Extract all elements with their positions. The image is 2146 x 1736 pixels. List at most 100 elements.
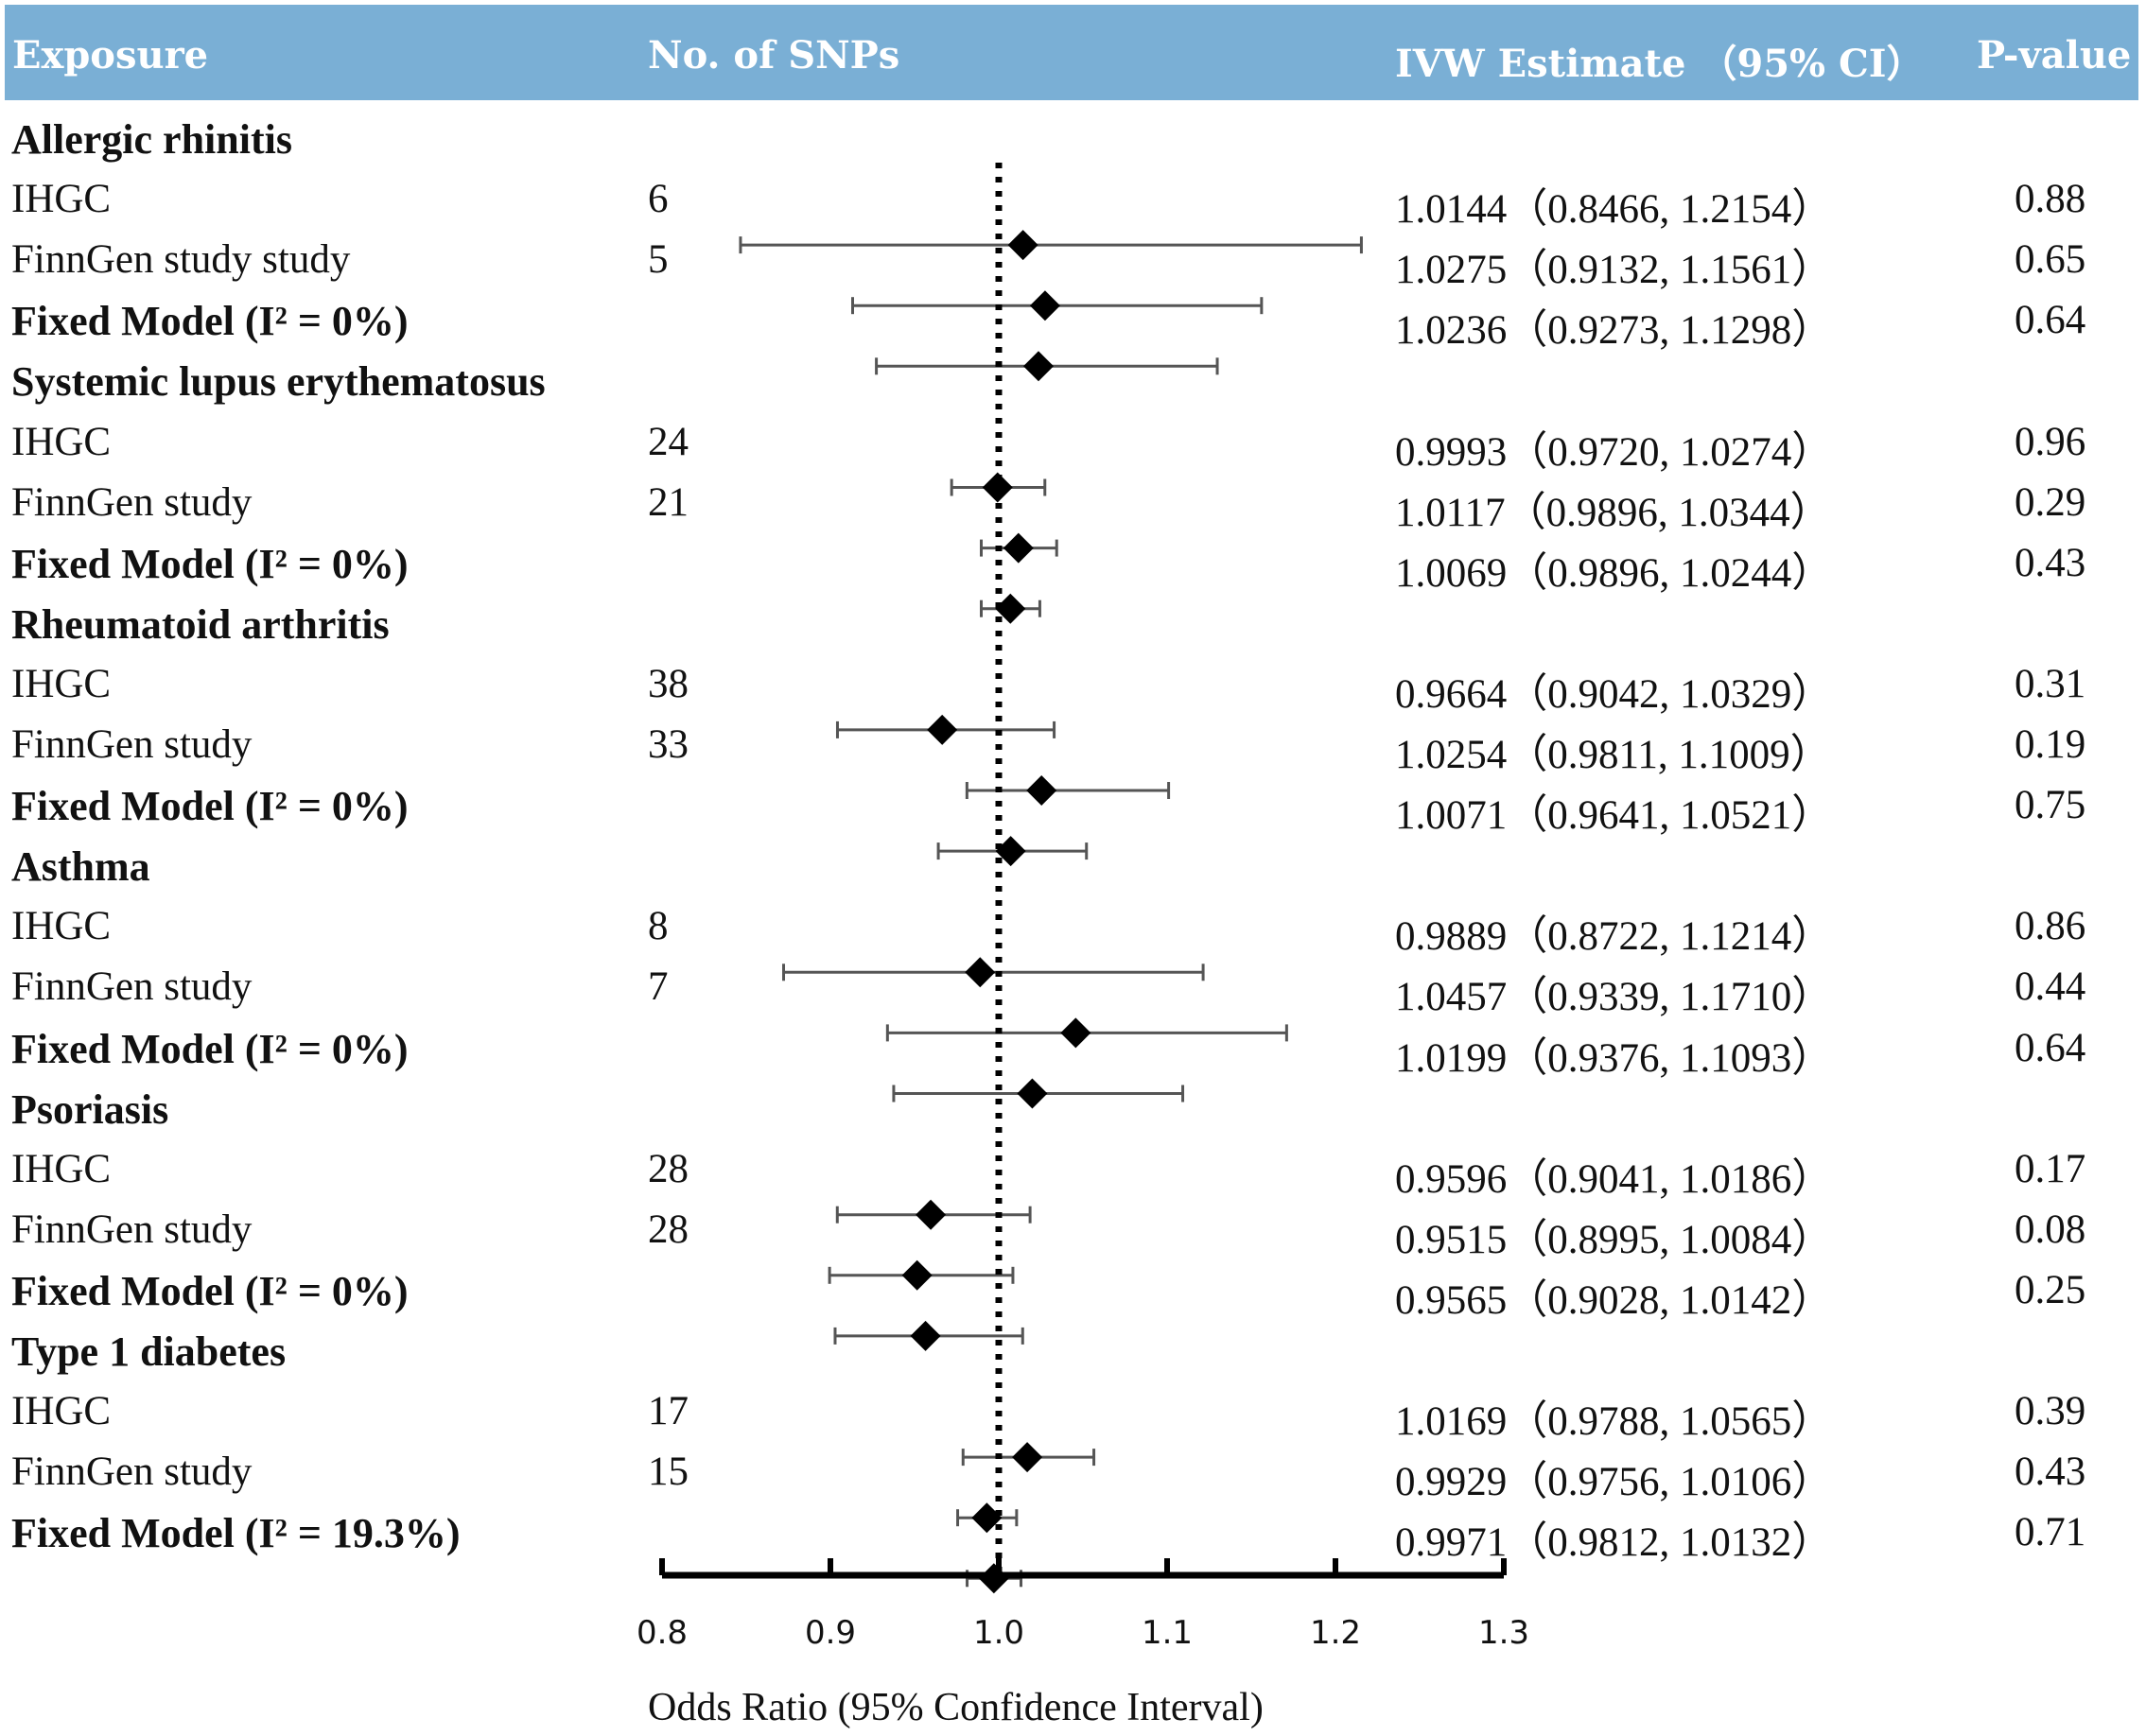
snp-count: 28 (648, 1207, 689, 1252)
snp-count: 17 (648, 1389, 689, 1434)
ivw-estimate: 1.0254（0.9811, 1.1009） (1395, 733, 1831, 777)
p-value: 0.71 (2015, 1510, 2086, 1555)
group-heading-row: Systemic lupus erythematosus (0, 350, 2146, 410)
study-label: Fixed Model (I² = 0%) (11, 1025, 409, 1072)
exposure-name: Rheumatoid arthritis (11, 600, 390, 648)
study-row: IHGC 8 0.9889（0.8722, 1.1214） 0.86 (0, 895, 2146, 959)
ivw-estimate: 1.0069（0.9896, 1.0244） (1395, 550, 1833, 596)
study-label: IHGC (11, 1146, 112, 1191)
point-estimate-marker (927, 714, 958, 745)
point-estimate-marker (1003, 532, 1034, 564)
group-heading-row: Allergic rhinitis (0, 108, 2146, 168)
point-estimate-marker (965, 957, 996, 988)
x-tick-label: 1.0 (973, 1614, 1024, 1652)
ivw-estimate: 0.9565（0.9028, 1.0142） (1395, 1277, 1833, 1323)
x-tick-label: 0.9 (805, 1614, 856, 1652)
study-row: FinnGen study 7 1.0457（0.9339, 1.1710） 0.44 (0, 956, 2146, 1019)
snp-count: 38 (648, 661, 689, 706)
p-value: 0.39 (2015, 1389, 2086, 1434)
point-estimate-marker (1026, 775, 1057, 806)
study-label: IHGC (11, 419, 112, 464)
snp-count: 21 (648, 479, 689, 525)
study-label: Fixed Model (I² = 0%) (11, 783, 409, 830)
study-row: IHGC 17 1.0169（0.9788, 1.0565） 0.39 (0, 1380, 2146, 1444)
study-row: IHGC 6 1.0144（0.8466, 1.2154） 0.88 (0, 168, 2146, 232)
study-label: IHGC (11, 661, 112, 706)
header-estimate: IVW Estimate （95% CI） (1395, 42, 1925, 86)
p-value: 0.86 (2015, 904, 2086, 949)
ivw-estimate: 0.9889（0.8722, 1.1214） (1395, 914, 1833, 960)
ivw-estimate: 1.0144（0.8466, 1.2154） (1395, 187, 1833, 233)
fixed-model-row: Fixed Model (I² = 0%) 1.0069（0.9896, 1.02… (0, 532, 2146, 596)
snp-count: 24 (648, 419, 689, 464)
exposure-name: Asthma (11, 843, 150, 891)
study-row: IHGC 28 0.9596（0.9041, 1.0186） 0.17 (0, 1138, 2146, 1202)
x-tick-label: 1.2 (1310, 1614, 1361, 1652)
study-label: Fixed Model (I² = 0%) (11, 540, 409, 587)
header-snps: No. of SNPs (648, 33, 900, 78)
ivw-estimate: 1.0071（0.9641, 1.0521） (1395, 793, 1833, 839)
header-exposure: Exposure (12, 33, 209, 78)
study-label: Fixed Model (I² = 0%) (11, 298, 409, 345)
study-label: IHGC (11, 177, 112, 222)
ivw-estimate: 1.0457（0.9339, 1.1710） (1395, 975, 1833, 1020)
p-value: 0.43 (2015, 1450, 2086, 1495)
x-tick-label: 1.3 (1478, 1614, 1529, 1652)
group-heading-row: Type 1 diabetes (0, 1320, 2146, 1380)
group-heading-row: Psoriasis (0, 1078, 2146, 1138)
study-row: FinnGen study study 5 1.0275（0.9132, 1.156… (0, 229, 2146, 292)
study-row: IHGC 38 0.9664（0.9042, 1.0329） 0.31 (0, 653, 2146, 717)
ivw-estimate: 1.0117（0.9896, 1.0344） (1395, 490, 1831, 535)
p-value: 0.17 (2015, 1146, 2086, 1191)
ivw-estimate: 1.0236（0.9273, 1.1298） (1395, 308, 1833, 354)
p-value: 0.88 (2015, 177, 2086, 222)
exposure-name: Type 1 diabetes (11, 1328, 287, 1375)
snp-count: 15 (648, 1450, 689, 1495)
study-label: Fixed Model (I² = 19.3%) (11, 1510, 461, 1557)
p-value: 0.19 (2015, 722, 2086, 767)
snp-count: 28 (648, 1146, 689, 1191)
snp-count: 7 (648, 964, 669, 1010)
point-estimate-marker (1023, 351, 1055, 382)
study-label: FinnGen study (11, 722, 253, 767)
study-row: FinnGen study 33 1.0254（0.9811, 1.1009） 0.1… (0, 714, 2146, 777)
p-value: 0.64 (2015, 298, 2086, 343)
point-estimate-marker (971, 1502, 1003, 1534)
study-row: FinnGen study 21 1.0117（0.9896, 1.0344） 0.2… (0, 472, 2146, 535)
table-header: Exposure No. of SNPs IVW Estimate （95% C… (5, 5, 2138, 100)
study-label: FinnGen study (11, 1450, 253, 1495)
p-value: 0.08 (2015, 1207, 2086, 1252)
x-axis-title: Odds Ratio (95% Confidence Interval) (648, 1686, 1264, 1729)
p-value: 0.25 (2015, 1267, 2086, 1312)
p-value: 0.44 (2015, 964, 2086, 1010)
snp-count: 5 (648, 237, 669, 283)
study-label: FinnGen study study (11, 237, 351, 283)
snp-count: 8 (648, 904, 669, 949)
p-value: 0.75 (2015, 783, 2086, 828)
point-estimate-marker (916, 1199, 947, 1230)
study-label: IHGC (11, 1389, 112, 1434)
exposure-name: Systemic lupus erythematosus (11, 358, 546, 406)
fixed-model-row: Fixed Model (I² = 19.3%) 0.9971（0.9812, 1… (0, 1502, 2146, 1565)
p-value: 0.64 (2015, 1025, 2086, 1070)
fixed-model-row: Fixed Model (I² = 0%) 1.0199（0.9376, 1.10… (0, 1017, 2146, 1081)
study-label: FinnGen study (11, 479, 253, 525)
point-estimate-marker (901, 1259, 933, 1291)
snp-count: 33 (648, 722, 689, 767)
point-estimate-marker (995, 836, 1026, 867)
p-value: 0.29 (2015, 479, 2086, 525)
study-row: IHGC 24 0.9993（0.9720, 1.0274） 0.96 (0, 411, 2146, 475)
ivw-estimate: 0.9929（0.9756, 1.0106） (1395, 1460, 1833, 1505)
ivw-estimate: 1.0199（0.9376, 1.1093） (1395, 1035, 1833, 1081)
point-estimate-marker (1012, 1442, 1043, 1473)
study-label: FinnGen study (11, 964, 253, 1010)
study-row: FinnGen study 15 0.9929（0.9756, 1.0106） 0.4… (0, 1441, 2146, 1504)
exposure-name: Psoriasis (11, 1085, 169, 1133)
point-estimate-marker (1029, 290, 1060, 321)
group-heading-row: Rheumatoid arthritis (0, 593, 2146, 653)
ivw-estimate: 1.0169（0.9788, 1.0565） (1395, 1399, 1833, 1445)
point-estimate-marker (995, 593, 1026, 624)
header-pvalue: P-value (1977, 33, 2132, 78)
